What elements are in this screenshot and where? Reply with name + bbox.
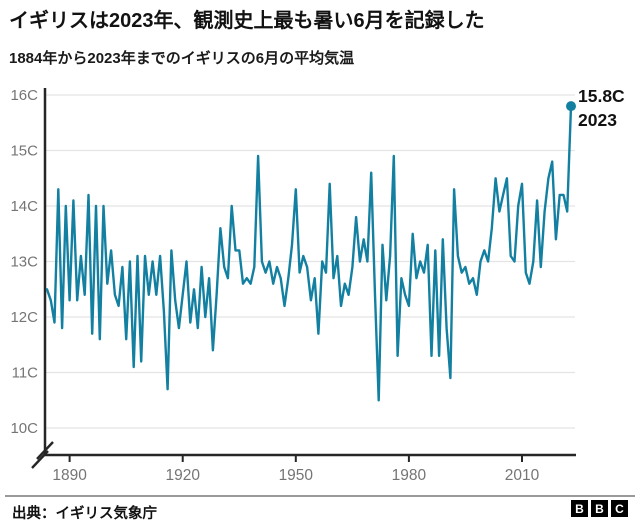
bbc-logo-block: B [571,500,588,517]
y-axis-labels: 16C 15C 14C 13C 12C 11C 10C [10,87,38,437]
gridlines [45,94,575,429]
temperature-line [45,104,573,402]
bbc-logo-block: C [611,500,628,517]
y-tick-label: 10C [10,420,38,437]
axes [43,88,576,457]
footer-divider [5,495,635,497]
data-point-2023 [566,101,576,112]
chart-title: イギリスは2023年、観測史上最も暑い6月を記録した [9,10,485,32]
bbc-logo-block: B [591,500,608,517]
chart-subtitle: 1884年から2023年までのイギリスの6月の平均気温 [9,50,355,67]
y-tick-label: 16C [10,87,38,104]
y-tick-label: 12C [10,309,38,326]
x-tick-label: 1920 [165,467,200,484]
source-label: 出典：イギリス気象庁 [12,506,157,522]
bbc-logo: B B C [571,500,628,517]
y-tick-label: 13C [10,254,38,271]
y-tick-label: 14C [10,198,38,215]
y-tick-label: 15C [10,143,38,160]
x-axis-labels: 1890 1920 1950 1980 2010 [52,467,539,484]
axis-break-icon [31,441,54,469]
annotation-temp: 15.8C [578,86,625,106]
annotation-year: 2023 [578,110,617,130]
x-tick-label: 2010 [505,467,540,484]
x-tick-label: 1980 [392,467,427,484]
x-tick-label: 1950 [279,467,314,484]
x-tick-label: 1890 [52,467,87,484]
x-axis-ticks [68,455,523,462]
y-tick-label: 11C [12,365,39,382]
